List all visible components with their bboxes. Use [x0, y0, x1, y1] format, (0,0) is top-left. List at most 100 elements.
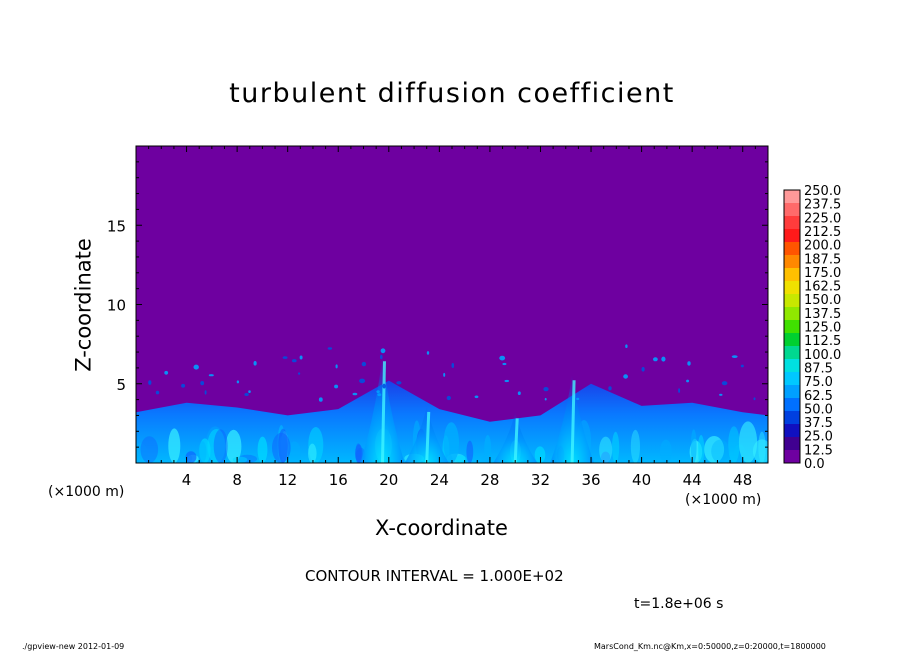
turbulence-blob [200, 381, 205, 386]
turbulence-blob [543, 387, 549, 392]
turbulence-blob [318, 397, 323, 402]
turbulence-blob [376, 390, 380, 393]
turbulence-blob [740, 364, 744, 368]
turbulence-streak [534, 446, 546, 463]
turbulence-streak [213, 429, 228, 463]
x-tick-label: 32 [531, 471, 550, 489]
colorbar-swatch [784, 450, 800, 464]
turbulence-blob [641, 367, 645, 372]
turbulence-blob [244, 393, 249, 396]
y-tick-label: 10 [107, 297, 126, 315]
plume-core [425, 411, 431, 463]
colorbar-swatch [784, 320, 800, 334]
turbulence-blob [753, 397, 756, 401]
turbulence-blob [361, 361, 367, 367]
x-tick-label: 44 [683, 471, 702, 489]
turbulence-blob [155, 390, 160, 395]
turbulence-blob [517, 391, 521, 396]
x-tick-label: 20 [379, 471, 398, 489]
chart-title: turbulent diffusion coefficient [229, 78, 675, 109]
colorbar-swatch [784, 307, 800, 321]
turbulence-streak [630, 429, 641, 463]
turbulence-blob [623, 374, 628, 379]
turbulence-streak [232, 456, 248, 463]
turbulence-blob [504, 379, 510, 383]
turbulence-blob [181, 383, 186, 388]
colorbar-level-label: 25.0 [804, 430, 833, 445]
turbulence-streak [185, 451, 197, 463]
turbulence-blob [359, 378, 366, 384]
colorbar-swatch [784, 255, 800, 269]
colorbar-level-label: 87.5 [804, 361, 833, 376]
turbulence-streak [257, 436, 268, 463]
x-tick-label: 16 [329, 471, 348, 489]
x-tick-label: 28 [480, 471, 499, 489]
turbulence-blob [443, 372, 446, 377]
colorbar-swatch [784, 333, 800, 347]
turbulence-blob [446, 395, 451, 401]
colorbar-level-label: 212.5 [804, 225, 841, 240]
x-tick-label: 36 [581, 471, 600, 489]
turbulence-streak [443, 422, 459, 463]
x-unit-label-left: (×1000 m) [48, 484, 125, 500]
colorbar-level-label: 137.5 [804, 307, 841, 322]
colorbar-level-label: 50.0 [804, 402, 833, 417]
turbulence-streak [168, 428, 181, 463]
colorbar-swatch [784, 281, 800, 295]
colorbar-level-label: 162.5 [804, 280, 841, 295]
colorbar-swatch [784, 398, 800, 412]
turbulence-streak [136, 443, 148, 463]
colorbar-swatch [784, 268, 800, 282]
turbulence-blob [451, 363, 455, 368]
turbulence-streak [599, 436, 613, 463]
colorbar-level-label: 187.5 [804, 252, 841, 267]
colorbar-swatch [784, 242, 800, 256]
colorbar-level-label: 112.5 [804, 334, 841, 349]
colorbar-swatch [784, 229, 800, 243]
colorbar-level-label: 237.5 [804, 198, 841, 213]
colorbar: 250.0237.5225.0212.5200.0187.5175.0162.5… [783, 184, 841, 472]
colorbar-swatch [784, 203, 800, 217]
footer-program: ./gpview-new 2012-01-09 [22, 642, 125, 651]
colorbar-frame [783, 189, 801, 464]
y-tick-label: 5 [116, 376, 126, 394]
colorbar-level-label: 250.0 [804, 184, 841, 199]
turbulence-blob [653, 357, 658, 362]
turbulence-streak [207, 429, 226, 463]
plume-core [570, 380, 576, 463]
plume-core [380, 361, 386, 463]
turbulence-streak [466, 440, 474, 463]
field-layer [136, 344, 768, 463]
turbulence-blob [208, 374, 214, 377]
x-tick-label: 48 [733, 471, 752, 489]
turbulence-streak [308, 443, 317, 463]
colorbar-level-label: 225.0 [804, 211, 841, 226]
colorbar-level-label: 37.5 [804, 416, 833, 431]
turbulence-blob [544, 397, 547, 401]
colorbar-swatch [784, 190, 800, 204]
turbulence-streak [697, 435, 705, 463]
x-tick-label: 12 [278, 471, 297, 489]
y-axis-label: Z-coordinate [71, 238, 96, 372]
colorbar-swatch [784, 346, 800, 360]
turbulence-blob [352, 392, 358, 396]
colorbar-level-label: 0.0 [804, 457, 825, 472]
colorbar-swatch [784, 372, 800, 386]
turbulence-blob [380, 348, 386, 354]
turbulence-streak [758, 431, 766, 463]
turbulence-blob [687, 361, 691, 366]
turbulence-blob [396, 381, 402, 385]
plume-core [513, 418, 519, 463]
x-tick-label: 8 [232, 471, 242, 489]
colorbar-level-label: 150.0 [804, 293, 841, 308]
turbulence-blob [298, 372, 301, 375]
turbulence-streak [355, 444, 363, 463]
colorbar-swatch [784, 216, 800, 230]
footer-source: MarsCond_Km.nc@Km,x=0:50000,z=0:20000,t=… [594, 642, 826, 651]
turbulence-blob [678, 388, 681, 393]
colorbar-swatch [784, 424, 800, 438]
x-axis-label: X-coordinate [375, 516, 508, 540]
turbulence-blob [193, 364, 199, 370]
turbulence-streak [660, 439, 672, 463]
